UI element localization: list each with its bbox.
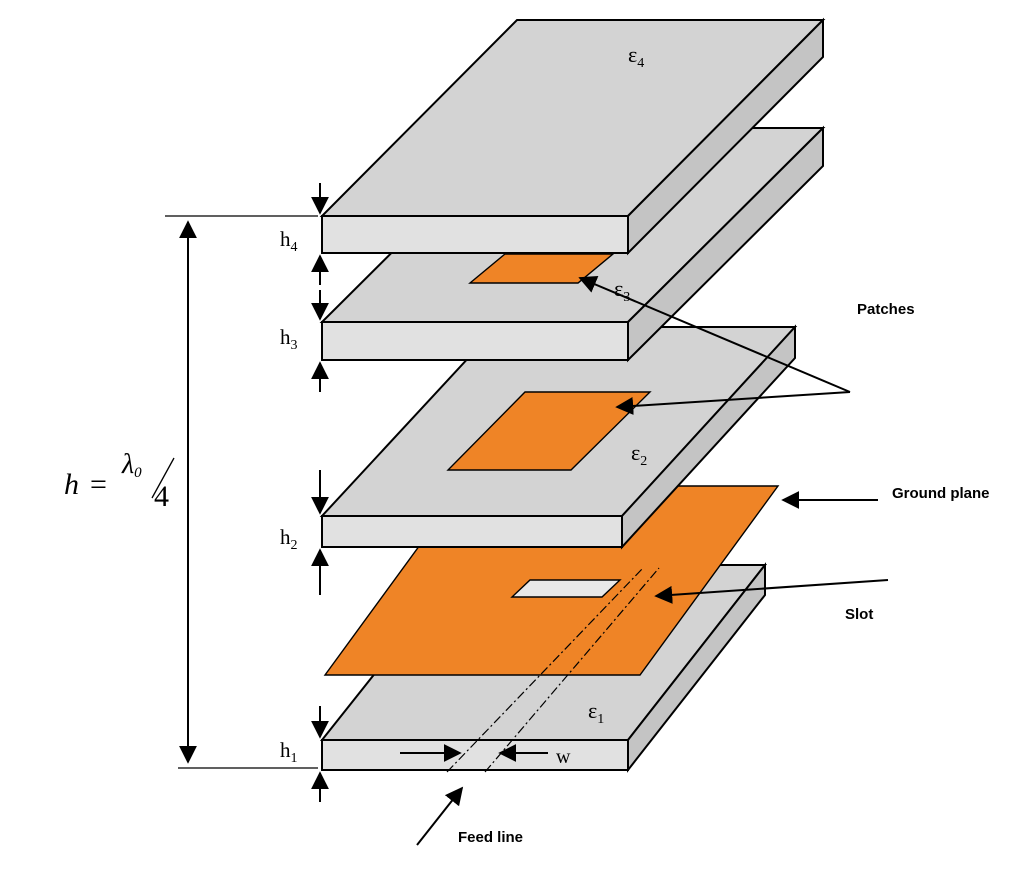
formula-equals: = <box>90 468 107 501</box>
epsilon-3-label: ε3 <box>614 276 630 305</box>
substrate-layer-4 <box>319 17 826 256</box>
formula-lambda: λ0 <box>121 449 142 481</box>
h4-label: h4 <box>280 227 298 255</box>
overall-height-dimension <box>165 215 318 769</box>
epsilon-2-label: ε2 <box>631 440 647 469</box>
patches-label: Patches <box>857 301 915 318</box>
epsilon-1-label: ε1 <box>588 698 604 727</box>
slot-aperture <box>510 579 622 598</box>
epsilon-4-label: ε4 <box>628 42 644 71</box>
h2-label: h2 <box>280 525 298 553</box>
slot-label: Slot <box>845 606 873 623</box>
lower-patch <box>446 391 652 471</box>
substrate-layer-2 <box>319 324 798 550</box>
height-formula: h = λ0 4 <box>64 449 175 513</box>
h1-label: h1 <box>280 738 298 766</box>
feed-line-label: Feed line <box>458 829 523 846</box>
formula-h: h <box>64 468 79 501</box>
callouts <box>416 276 889 846</box>
h3-label: h3 <box>280 325 298 353</box>
w-label: w <box>556 746 571 768</box>
ground-plane-label: Ground plane <box>892 485 990 502</box>
formula-denominator: 4 <box>154 480 169 513</box>
feed-line-trace <box>446 565 766 773</box>
